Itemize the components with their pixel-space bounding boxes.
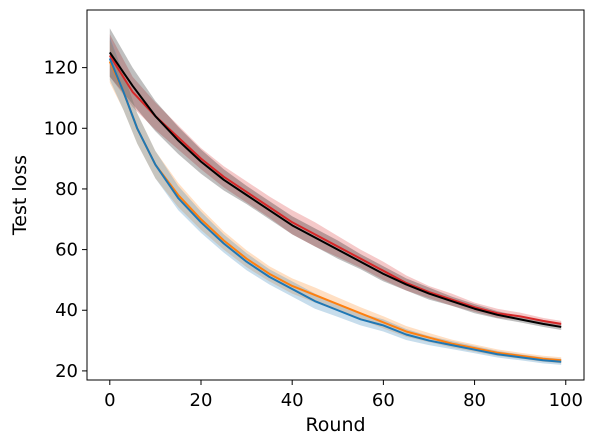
x-tick-label: 40 <box>281 390 304 411</box>
series-2-line <box>108 51 562 328</box>
y-axis-ticks: 20 40 60 80 100 120 <box>44 58 87 382</box>
y-tick-label: 80 <box>55 179 78 200</box>
x-tick-label: 20 <box>190 390 213 411</box>
y-tick-label: 120 <box>44 58 78 79</box>
plot-frame <box>86 9 585 381</box>
y-tick-label: 100 <box>44 118 78 139</box>
y-tick-label: 20 <box>55 361 78 382</box>
x-axis-label: Round <box>305 414 365 436</box>
x-tick-label: 0 <box>104 390 115 411</box>
series-1-line <box>108 54 562 325</box>
y-axis-label: Test loss <box>9 155 31 236</box>
x-axis-ticks: 0 20 40 60 80 100 <box>104 380 583 411</box>
x-tick-label: 100 <box>549 390 583 411</box>
series-1-band <box>109 34 562 327</box>
y-tick-label: 40 <box>55 300 78 321</box>
series-2-band <box>109 28 562 330</box>
series-lines <box>108 51 562 363</box>
x-tick-label: 80 <box>463 390 486 411</box>
confidence-bands <box>109 28 562 365</box>
series-3-band <box>109 40 562 364</box>
x-tick-label: 60 <box>372 390 395 411</box>
y-tick-label: 60 <box>55 240 78 261</box>
series-4-line <box>108 58 562 363</box>
